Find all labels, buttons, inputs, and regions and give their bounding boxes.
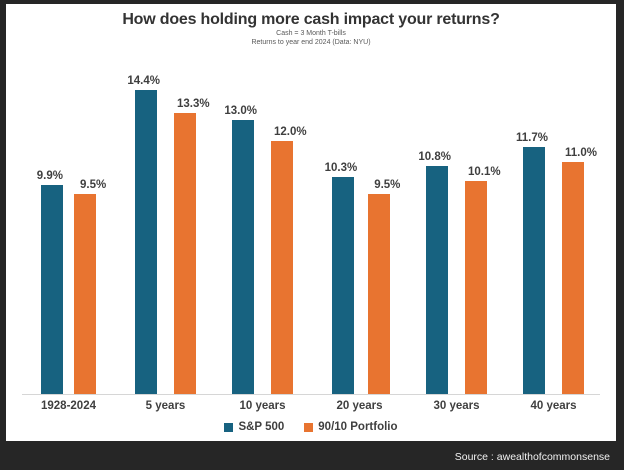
legend-item: 90/10 Portfolio: [304, 421, 398, 433]
legend-swatch-icon: [304, 422, 314, 432]
portfolio-bar: [74, 194, 97, 395]
bar-value-label: 11.0%: [565, 147, 597, 159]
legend-swatch-icon: [224, 422, 234, 432]
portfolio-bar: [174, 113, 197, 395]
bar-value-label: 10.1%: [468, 166, 501, 178]
bar-column: 9.5%: [72, 179, 106, 395]
x-axis-label: 5 years: [145, 400, 186, 412]
bar-value-label: 9.5%: [374, 179, 401, 191]
chart-title: How does holding more cash impact your r…: [122, 11, 500, 28]
x-axis-label: 10 years: [239, 400, 286, 412]
bar-column: 11.0%: [557, 147, 597, 395]
bar-value-label: 10.3%: [324, 162, 358, 174]
bar-group: 10.3% 9.5%: [311, 84, 408, 395]
legend: S&P 500 90/10 Portfolio: [6, 421, 616, 433]
chart-subtitle-line1: Cash = 3 Month T-bills: [276, 30, 346, 37]
bar-column: 11.7%: [516, 132, 550, 395]
chart-header: How does holding more cash impact your r…: [6, 4, 616, 47]
bar-value-label: 13.3%: [177, 98, 210, 110]
bar-value-label: 9.5%: [80, 179, 107, 191]
bar-value-label: 13.0%: [224, 105, 257, 117]
bar-value-label: 10.8%: [418, 151, 451, 163]
portfolio-bar: [271, 141, 294, 395]
bar-column: 9.9%: [36, 170, 65, 395]
x-axis-label: 1928-2024: [41, 400, 96, 412]
sp500-bar: [40, 185, 63, 395]
sp500-bar: [331, 177, 354, 395]
bar-column: 9.5%: [366, 179, 400, 395]
legend-label: S&P 500: [238, 421, 285, 433]
bar-value-label: 12.0%: [274, 126, 307, 138]
bar-column: 13.3%: [169, 98, 210, 395]
sp500-bar: [134, 90, 157, 395]
bar-value-label: 11.7%: [516, 132, 548, 144]
bar-column: 10.8%: [418, 151, 453, 395]
source-label: Source : awealthofcommonsense: [454, 451, 610, 463]
chart-subtitle-line2: Returns to year end 2024 (Data: NYU): [251, 39, 371, 46]
portfolio-bar: [368, 194, 391, 395]
bar-column: 12.0%: [266, 126, 307, 395]
x-axis-labels: 1928-2024 5 years 10 years 20 years 30 years…: [20, 400, 602, 412]
bar-column: 14.4%: [127, 75, 162, 395]
bar-column: 10.3%: [324, 162, 360, 395]
portfolio-bar: [465, 181, 488, 395]
bar-group: 14.4% 13.3%: [117, 75, 214, 395]
sp500-bar: [425, 166, 448, 395]
x-axis-line: [22, 394, 600, 395]
chart-panel: How does holding more cash impact your r…: [6, 4, 616, 441]
bar-column: 10.1%: [460, 166, 501, 395]
bar-group: 10.8% 10.1%: [408, 84, 505, 395]
x-axis-label: 40 years: [530, 400, 577, 412]
bar-group: 13.0% 12.0%: [214, 84, 311, 395]
bar-group: 11.7% 11.0%: [505, 84, 602, 395]
bar-column: 13.0%: [224, 105, 259, 395]
bar-group: 9.9% 9.5%: [20, 84, 117, 395]
sp500-bar: [523, 147, 545, 395]
x-axis-label: 30 years: [433, 400, 480, 412]
bar-value-label: 9.9%: [36, 170, 63, 182]
bar-value-label: 14.4%: [127, 75, 160, 87]
portfolio-bar: [561, 162, 584, 395]
plot-area: 9.9% 9.5% 14.4% 13.3% 13.0% 12.0% 10.3% 9.5% 10.…: [20, 75, 602, 395]
legend-label: 90/10 Portfolio: [318, 421, 398, 433]
x-axis-label: 20 years: [336, 400, 383, 412]
legend-item: S&P 500: [224, 421, 284, 433]
sp500-bar: [231, 120, 254, 395]
